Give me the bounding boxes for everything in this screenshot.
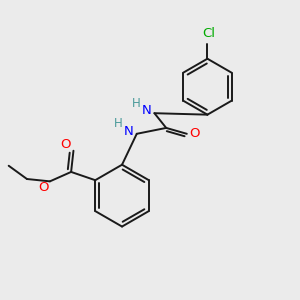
Text: N: N [141, 104, 151, 117]
Text: O: O [60, 138, 70, 151]
Text: H: H [131, 97, 140, 110]
Text: Cl: Cl [202, 27, 215, 40]
Text: O: O [38, 181, 49, 194]
Text: O: O [189, 127, 200, 140]
Text: N: N [124, 125, 134, 138]
Text: H: H [114, 117, 123, 130]
